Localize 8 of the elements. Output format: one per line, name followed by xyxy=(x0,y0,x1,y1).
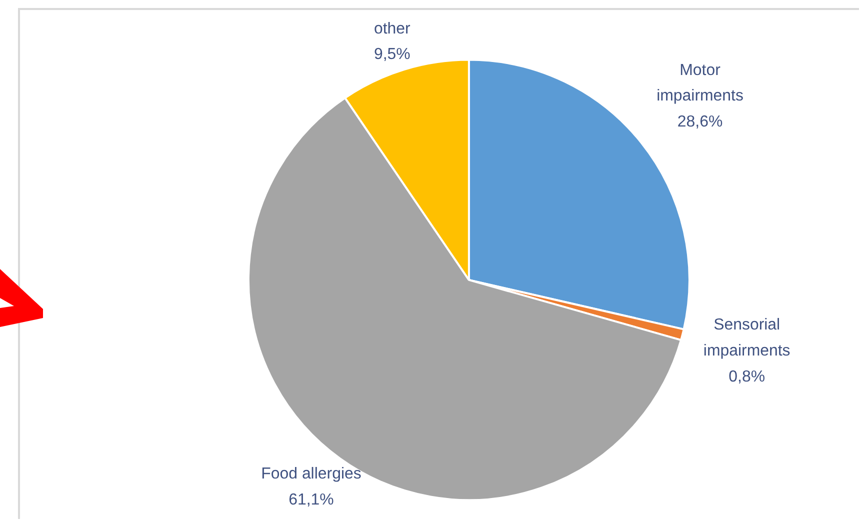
slice-label: other xyxy=(374,20,412,38)
data-label: 61,1% xyxy=(288,491,334,508)
slice-label: Motor impairments xyxy=(656,62,744,105)
slice-label: Food allergies xyxy=(261,466,362,483)
data-label: 0,8% xyxy=(728,368,766,386)
data-label: 28,6% xyxy=(677,114,723,131)
data-label: 9,5% xyxy=(374,46,410,64)
slice-label: Sensorial impairments xyxy=(703,316,790,360)
